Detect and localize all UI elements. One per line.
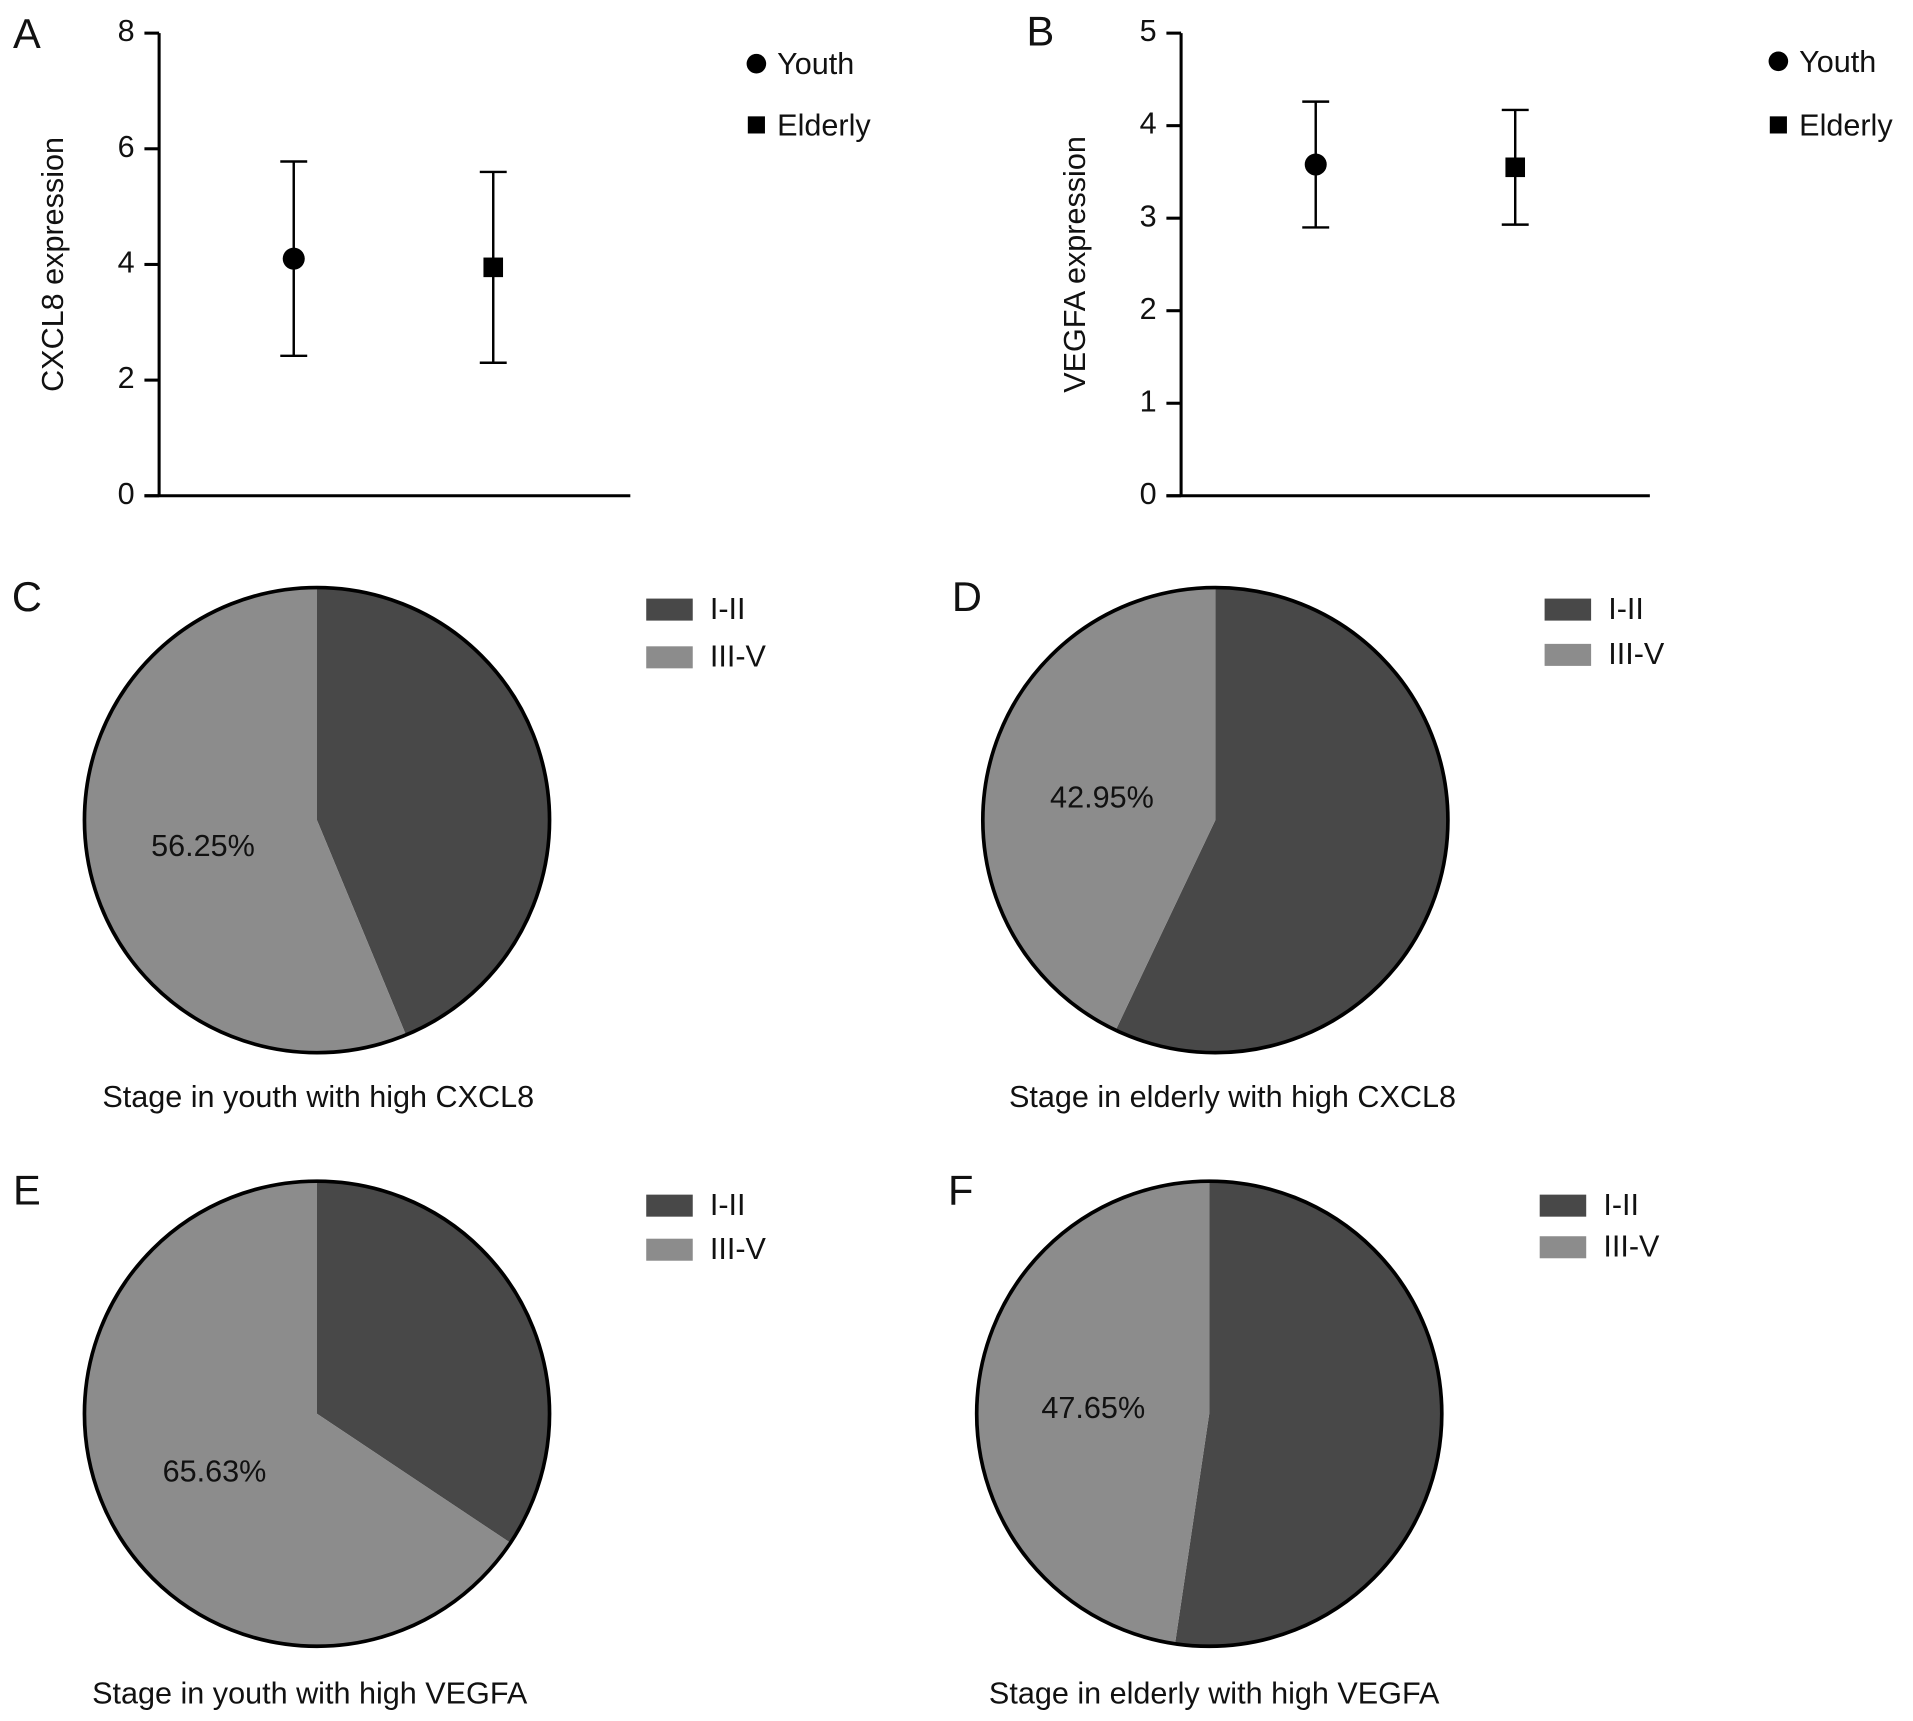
pie-outline xyxy=(82,1179,552,1649)
panel-letter: E xyxy=(13,1166,41,1213)
legend-swatch xyxy=(646,646,693,669)
legend-swatch xyxy=(1539,1236,1587,1259)
pie-slice xyxy=(976,1181,1210,1644)
panel-letter: B xyxy=(1026,7,1054,54)
legend-label: III-V xyxy=(1603,1230,1660,1264)
pie-title: Stage in elderly with high CXCL8 xyxy=(1009,1080,1456,1114)
pie-title: Stage in youth with high CXCL8 xyxy=(102,1080,534,1114)
point xyxy=(1304,153,1327,176)
pie-slice xyxy=(1115,587,1448,1053)
data-label: 56.25% xyxy=(151,829,255,863)
legend-label: III-V xyxy=(1608,637,1665,671)
legend-label: Elderly xyxy=(1799,108,1893,142)
legend-label: III-V xyxy=(710,640,767,674)
pie-outline xyxy=(980,585,1450,1055)
point xyxy=(483,257,504,278)
y-tick-label: 5 xyxy=(1140,14,1157,48)
panel-letter: D xyxy=(952,573,982,620)
legend-label: I-II xyxy=(1608,592,1644,626)
legend-swatch xyxy=(646,1238,693,1261)
point xyxy=(1505,157,1526,178)
y-tick-label: 0 xyxy=(118,477,135,511)
pie-title: Stage in elderly with high VEGFA xyxy=(989,1676,1440,1710)
pie-slice xyxy=(316,1181,550,1543)
panel-letter: A xyxy=(13,10,41,57)
data-label: 65.63% xyxy=(163,1455,267,1489)
pie-title: Stage in youth with high VEGFA xyxy=(92,1676,528,1710)
legend-swatch xyxy=(1544,643,1592,666)
legend-marker xyxy=(747,116,765,134)
legend-swatch xyxy=(646,1194,693,1217)
data-label: 42.95% xyxy=(1050,781,1154,815)
legend-label: I-II xyxy=(710,592,746,626)
pie-slice xyxy=(84,587,406,1053)
y-tick-label: 4 xyxy=(1140,107,1157,141)
legend-label: Youth xyxy=(777,47,854,81)
legend-swatch xyxy=(1539,1194,1587,1217)
legend-marker xyxy=(1768,51,1789,72)
pie-slice xyxy=(1175,1181,1442,1647)
y-tick-label: 4 xyxy=(118,246,135,280)
legend-marker xyxy=(1769,116,1787,134)
pie-slice xyxy=(84,1181,511,1647)
legend-label: III-V xyxy=(710,1232,767,1266)
legend-swatch xyxy=(1544,598,1592,621)
y-tick-label: 6 xyxy=(118,130,135,164)
pie-outline xyxy=(974,1179,1444,1649)
y-tick-label: 2 xyxy=(1140,292,1157,326)
y-tick-label: 1 xyxy=(1140,384,1157,418)
point xyxy=(282,247,305,270)
panel-letter: F xyxy=(948,1166,973,1213)
legend-swatch xyxy=(646,598,693,621)
y-tick-label: 0 xyxy=(1140,477,1157,511)
data-label: 47.65% xyxy=(1041,1391,1145,1425)
y-tick-label: 2 xyxy=(118,361,135,395)
legend-marker xyxy=(746,53,767,74)
panel-letter: C xyxy=(12,573,42,620)
legend-label: I-II xyxy=(1603,1188,1639,1222)
pie-outline xyxy=(82,585,552,1055)
y-tick-label: 3 xyxy=(1140,199,1157,233)
legend-label: Youth xyxy=(1799,45,1876,79)
y-axis-label: CXCL8 expression xyxy=(36,137,70,392)
legend-label: Elderly xyxy=(777,108,871,142)
pie-slice xyxy=(316,587,550,1035)
legend-label: I-II xyxy=(710,1188,746,1222)
pie-slice xyxy=(982,587,1216,1031)
y-axis-label: VEGFA expression xyxy=(1058,136,1092,393)
y-tick-label: 8 xyxy=(118,14,135,48)
